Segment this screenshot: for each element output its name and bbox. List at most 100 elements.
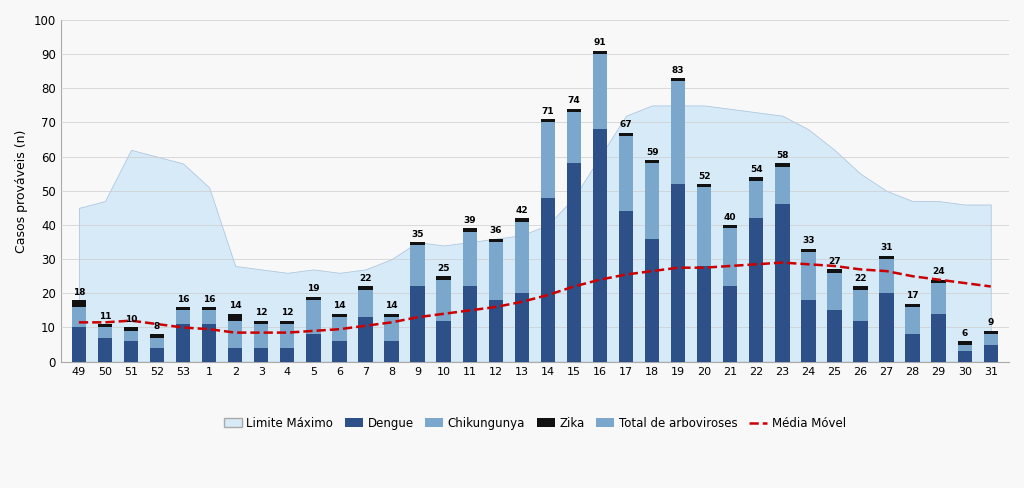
Bar: [228, 314, 243, 362]
Bar: [254, 321, 268, 324]
Bar: [306, 334, 321, 362]
Bar: [436, 280, 451, 321]
Text: 10: 10: [125, 315, 137, 324]
Bar: [618, 211, 633, 362]
Text: 58: 58: [776, 151, 788, 160]
Bar: [541, 122, 555, 198]
Bar: [228, 314, 243, 321]
Bar: [384, 317, 398, 341]
Text: 31: 31: [881, 244, 893, 252]
Text: 12: 12: [281, 308, 294, 317]
Bar: [801, 249, 815, 362]
Text: 54: 54: [750, 165, 763, 174]
Legend: Limite Máximo, Dengue, Chikungunya, Zika, Total de arboviroses, Média Móvel: Limite Máximo, Dengue, Chikungunya, Zika…: [219, 412, 851, 434]
Bar: [98, 338, 112, 362]
Bar: [932, 280, 946, 362]
Bar: [411, 245, 425, 286]
Bar: [98, 324, 112, 362]
Bar: [228, 321, 243, 348]
Bar: [98, 327, 112, 338]
Bar: [697, 266, 712, 362]
Bar: [358, 317, 373, 362]
Text: 8: 8: [154, 322, 160, 331]
Bar: [488, 300, 503, 362]
Bar: [281, 321, 295, 362]
Bar: [541, 119, 555, 122]
Bar: [515, 218, 529, 362]
Bar: [436, 321, 451, 362]
Bar: [566, 112, 581, 163]
Bar: [488, 239, 503, 242]
Bar: [202, 324, 216, 362]
Bar: [618, 133, 633, 362]
Text: 18: 18: [73, 288, 85, 297]
Text: 11: 11: [98, 312, 112, 321]
Bar: [905, 304, 920, 307]
Bar: [411, 286, 425, 362]
Bar: [411, 242, 425, 245]
Bar: [671, 81, 685, 184]
Bar: [984, 345, 998, 362]
Bar: [775, 163, 790, 362]
Bar: [150, 348, 164, 362]
Text: 22: 22: [359, 274, 372, 283]
Bar: [566, 109, 581, 362]
Bar: [150, 334, 164, 338]
Bar: [984, 331, 998, 334]
Bar: [750, 177, 764, 362]
Bar: [723, 228, 737, 286]
Bar: [645, 163, 659, 239]
Text: 27: 27: [828, 257, 841, 266]
Bar: [384, 314, 398, 362]
Bar: [593, 54, 607, 129]
Bar: [332, 317, 346, 341]
Bar: [463, 228, 477, 362]
Text: 14: 14: [229, 302, 242, 310]
Bar: [488, 242, 503, 300]
Text: 36: 36: [489, 226, 502, 235]
Bar: [463, 232, 477, 286]
Text: 9: 9: [987, 319, 994, 327]
Bar: [957, 351, 972, 362]
Bar: [801, 252, 815, 300]
Bar: [593, 129, 607, 362]
Bar: [827, 269, 842, 362]
Bar: [254, 321, 268, 362]
Bar: [202, 310, 216, 324]
Bar: [281, 321, 295, 324]
Bar: [671, 78, 685, 362]
Bar: [436, 276, 451, 280]
Text: 19: 19: [307, 285, 319, 293]
Bar: [957, 341, 972, 345]
Text: 52: 52: [698, 172, 711, 181]
Text: 91: 91: [594, 39, 606, 47]
Bar: [72, 327, 86, 362]
Bar: [541, 119, 555, 362]
Bar: [281, 324, 295, 348]
Bar: [853, 286, 867, 362]
Bar: [723, 225, 737, 228]
Bar: [880, 293, 894, 362]
Text: 16: 16: [177, 295, 189, 304]
Bar: [228, 348, 243, 362]
Bar: [775, 163, 790, 167]
Bar: [827, 273, 842, 310]
Text: 39: 39: [464, 216, 476, 225]
Bar: [384, 341, 398, 362]
Text: 33: 33: [802, 237, 815, 245]
Bar: [853, 321, 867, 362]
Bar: [853, 286, 867, 290]
Bar: [566, 163, 581, 362]
Bar: [932, 280, 946, 283]
Text: 59: 59: [646, 148, 658, 157]
Bar: [671, 184, 685, 362]
Bar: [566, 109, 581, 112]
Bar: [880, 256, 894, 362]
Bar: [697, 184, 712, 362]
Bar: [515, 218, 529, 222]
Bar: [957, 345, 972, 351]
Bar: [202, 307, 216, 362]
Bar: [124, 327, 138, 331]
Text: 17: 17: [906, 291, 919, 300]
Bar: [775, 204, 790, 362]
